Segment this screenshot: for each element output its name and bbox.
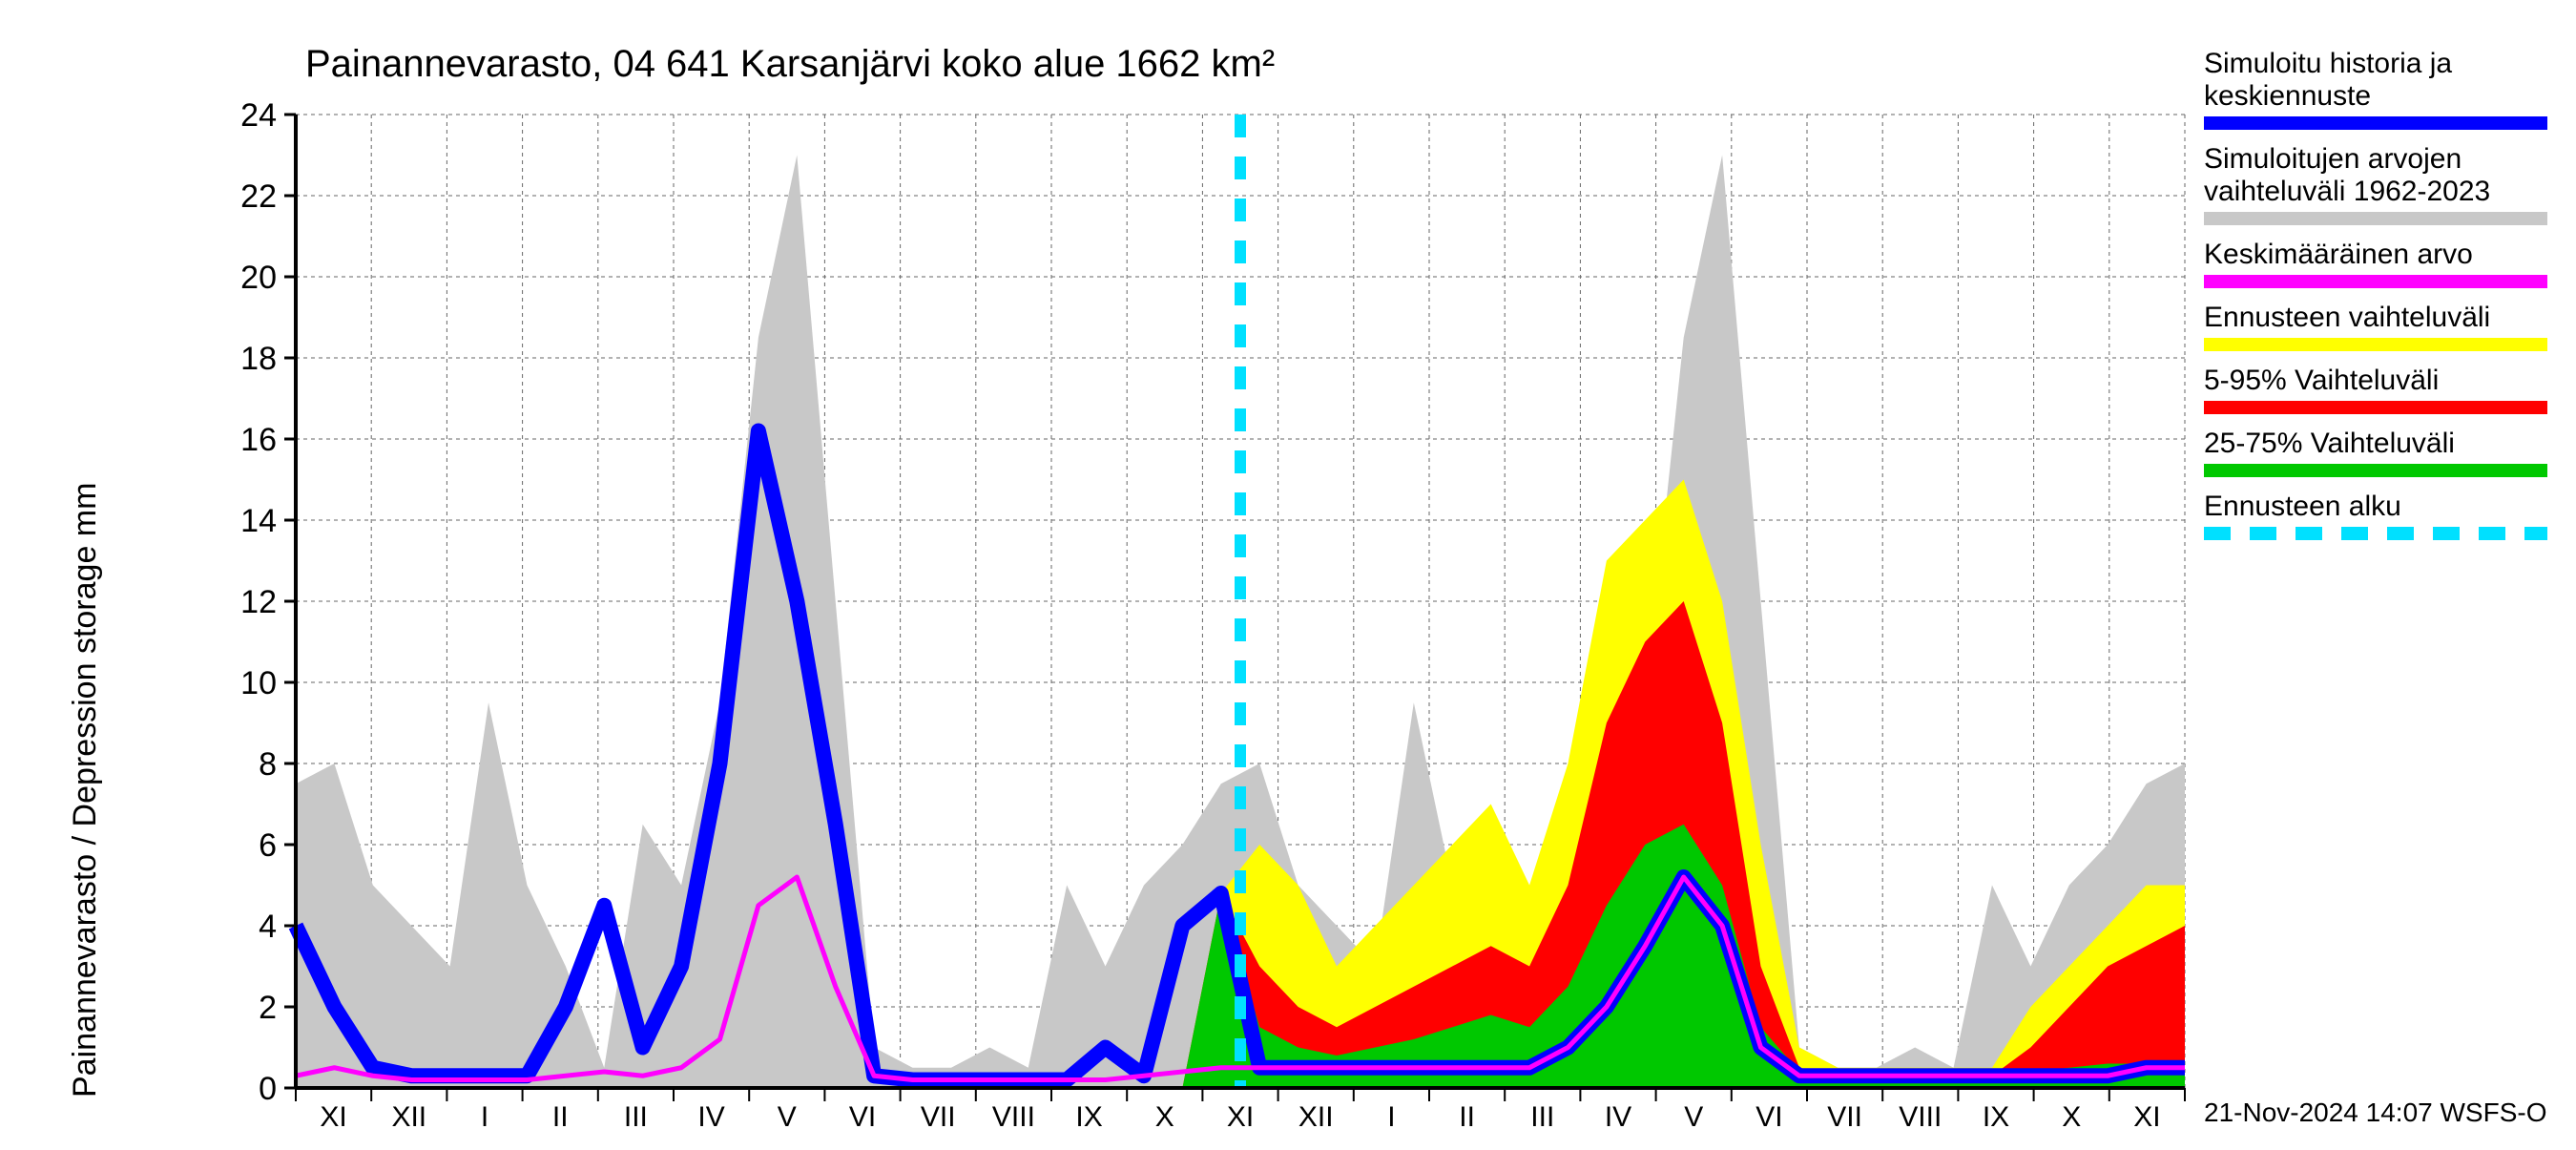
y-axis-label: Painannevarasto / Depression storage mm: [67, 483, 104, 1098]
svg-text:VII: VII: [1827, 1101, 1862, 1133]
svg-text:VI: VI: [849, 1101, 876, 1133]
svg-text:6: 6: [259, 827, 277, 864]
svg-text:V: V: [778, 1101, 797, 1133]
legend-item: Ennusteen alku: [2204, 491, 2566, 540]
legend-item: Ennusteen vaihteluväli: [2204, 302, 2566, 351]
svg-text:XII: XII: [1298, 1101, 1334, 1133]
svg-text:V: V: [1684, 1101, 1703, 1133]
legend-swatch: [2204, 527, 2547, 540]
svg-text:X: X: [1155, 1101, 1174, 1133]
svg-text:III: III: [1530, 1101, 1554, 1133]
svg-text:VIII: VIII: [1899, 1101, 1942, 1133]
svg-text:XI: XI: [1227, 1101, 1254, 1133]
svg-text:8: 8: [259, 746, 277, 783]
legend-swatch: [2204, 275, 2547, 288]
svg-text:VIII: VIII: [992, 1101, 1035, 1133]
svg-text:2: 2: [259, 990, 277, 1026]
svg-text:2024: 2024: [487, 1140, 559, 1145]
legend-item: 25-75% Vaihteluväli: [2204, 428, 2566, 477]
legend-label: 5-95% Vaihteluväli: [2204, 365, 2566, 397]
svg-text:XI: XI: [320, 1101, 346, 1133]
legend-label: Ennusteen alku: [2204, 491, 2566, 523]
svg-text:2025: 2025: [1393, 1140, 1465, 1145]
legend-label: 25-75% Vaihteluväli: [2204, 428, 2566, 460]
legend-label: Keskimääräinen arvo: [2204, 239, 2566, 271]
legend-label: Simuloitujen arvojen vaihteluväli 1962-2…: [2204, 143, 2566, 208]
svg-text:IV: IV: [1605, 1101, 1631, 1133]
svg-text:14: 14: [240, 503, 277, 539]
svg-text:VI: VI: [1755, 1101, 1782, 1133]
svg-text:XI: XI: [2133, 1101, 2160, 1133]
svg-text:IV: IV: [697, 1101, 724, 1133]
svg-text:I: I: [1387, 1101, 1395, 1133]
svg-text:20: 20: [240, 260, 277, 296]
svg-text:12: 12: [240, 584, 277, 620]
svg-text:18: 18: [240, 341, 277, 377]
legend: Simuloitu historia ja keskiennuste Simulo…: [2204, 48, 2566, 554]
svg-text:I: I: [481, 1101, 488, 1133]
svg-text:16: 16: [240, 422, 277, 458]
legend-item: Keskimääräinen arvo: [2204, 239, 2566, 288]
legend-swatch: [2204, 116, 2547, 130]
legend-swatch: [2204, 212, 2547, 225]
svg-text:10: 10: [240, 665, 277, 701]
svg-text:4: 4: [259, 909, 277, 945]
svg-text:IX: IX: [1983, 1101, 2009, 1133]
legend-swatch: [2204, 401, 2547, 414]
svg-text:VII: VII: [921, 1101, 956, 1133]
legend-swatch: [2204, 464, 2547, 477]
svg-text:IX: IX: [1075, 1101, 1102, 1133]
chart-svg: 024681012141618202224XIXIIIIIIIIIVVVIVII…: [0, 0, 2576, 1145]
legend-label: Ennusteen vaihteluväli: [2204, 302, 2566, 334]
svg-text:0: 0: [259, 1071, 277, 1107]
legend-swatch: [2204, 338, 2547, 351]
legend-item: 5-95% Vaihteluväli: [2204, 365, 2566, 414]
legend-label: Simuloitu historia ja keskiennuste: [2204, 48, 2566, 113]
svg-text:24: 24: [240, 97, 277, 134]
legend-item: Simuloitu historia ja keskiennuste: [2204, 48, 2566, 130]
timestamp: 21-Nov-2024 14:07 WSFS-O: [2204, 1098, 2547, 1128]
svg-text:XII: XII: [391, 1101, 426, 1133]
svg-text:II: II: [1459, 1101, 1475, 1133]
svg-text:X: X: [2062, 1101, 2081, 1133]
legend-item: Simuloitujen arvojen vaihteluväli 1962-2…: [2204, 143, 2566, 225]
svg-text:III: III: [624, 1101, 648, 1133]
chart-container: 024681012141618202224XIXIIIIIIIIIVVVIVII…: [0, 0, 2576, 1145]
svg-text:Painannevarasto, 04 641 Karsan: Painannevarasto, 04 641 Karsanjärvi koko…: [305, 43, 1275, 85]
svg-text:II: II: [552, 1101, 569, 1133]
svg-text:22: 22: [240, 178, 277, 215]
